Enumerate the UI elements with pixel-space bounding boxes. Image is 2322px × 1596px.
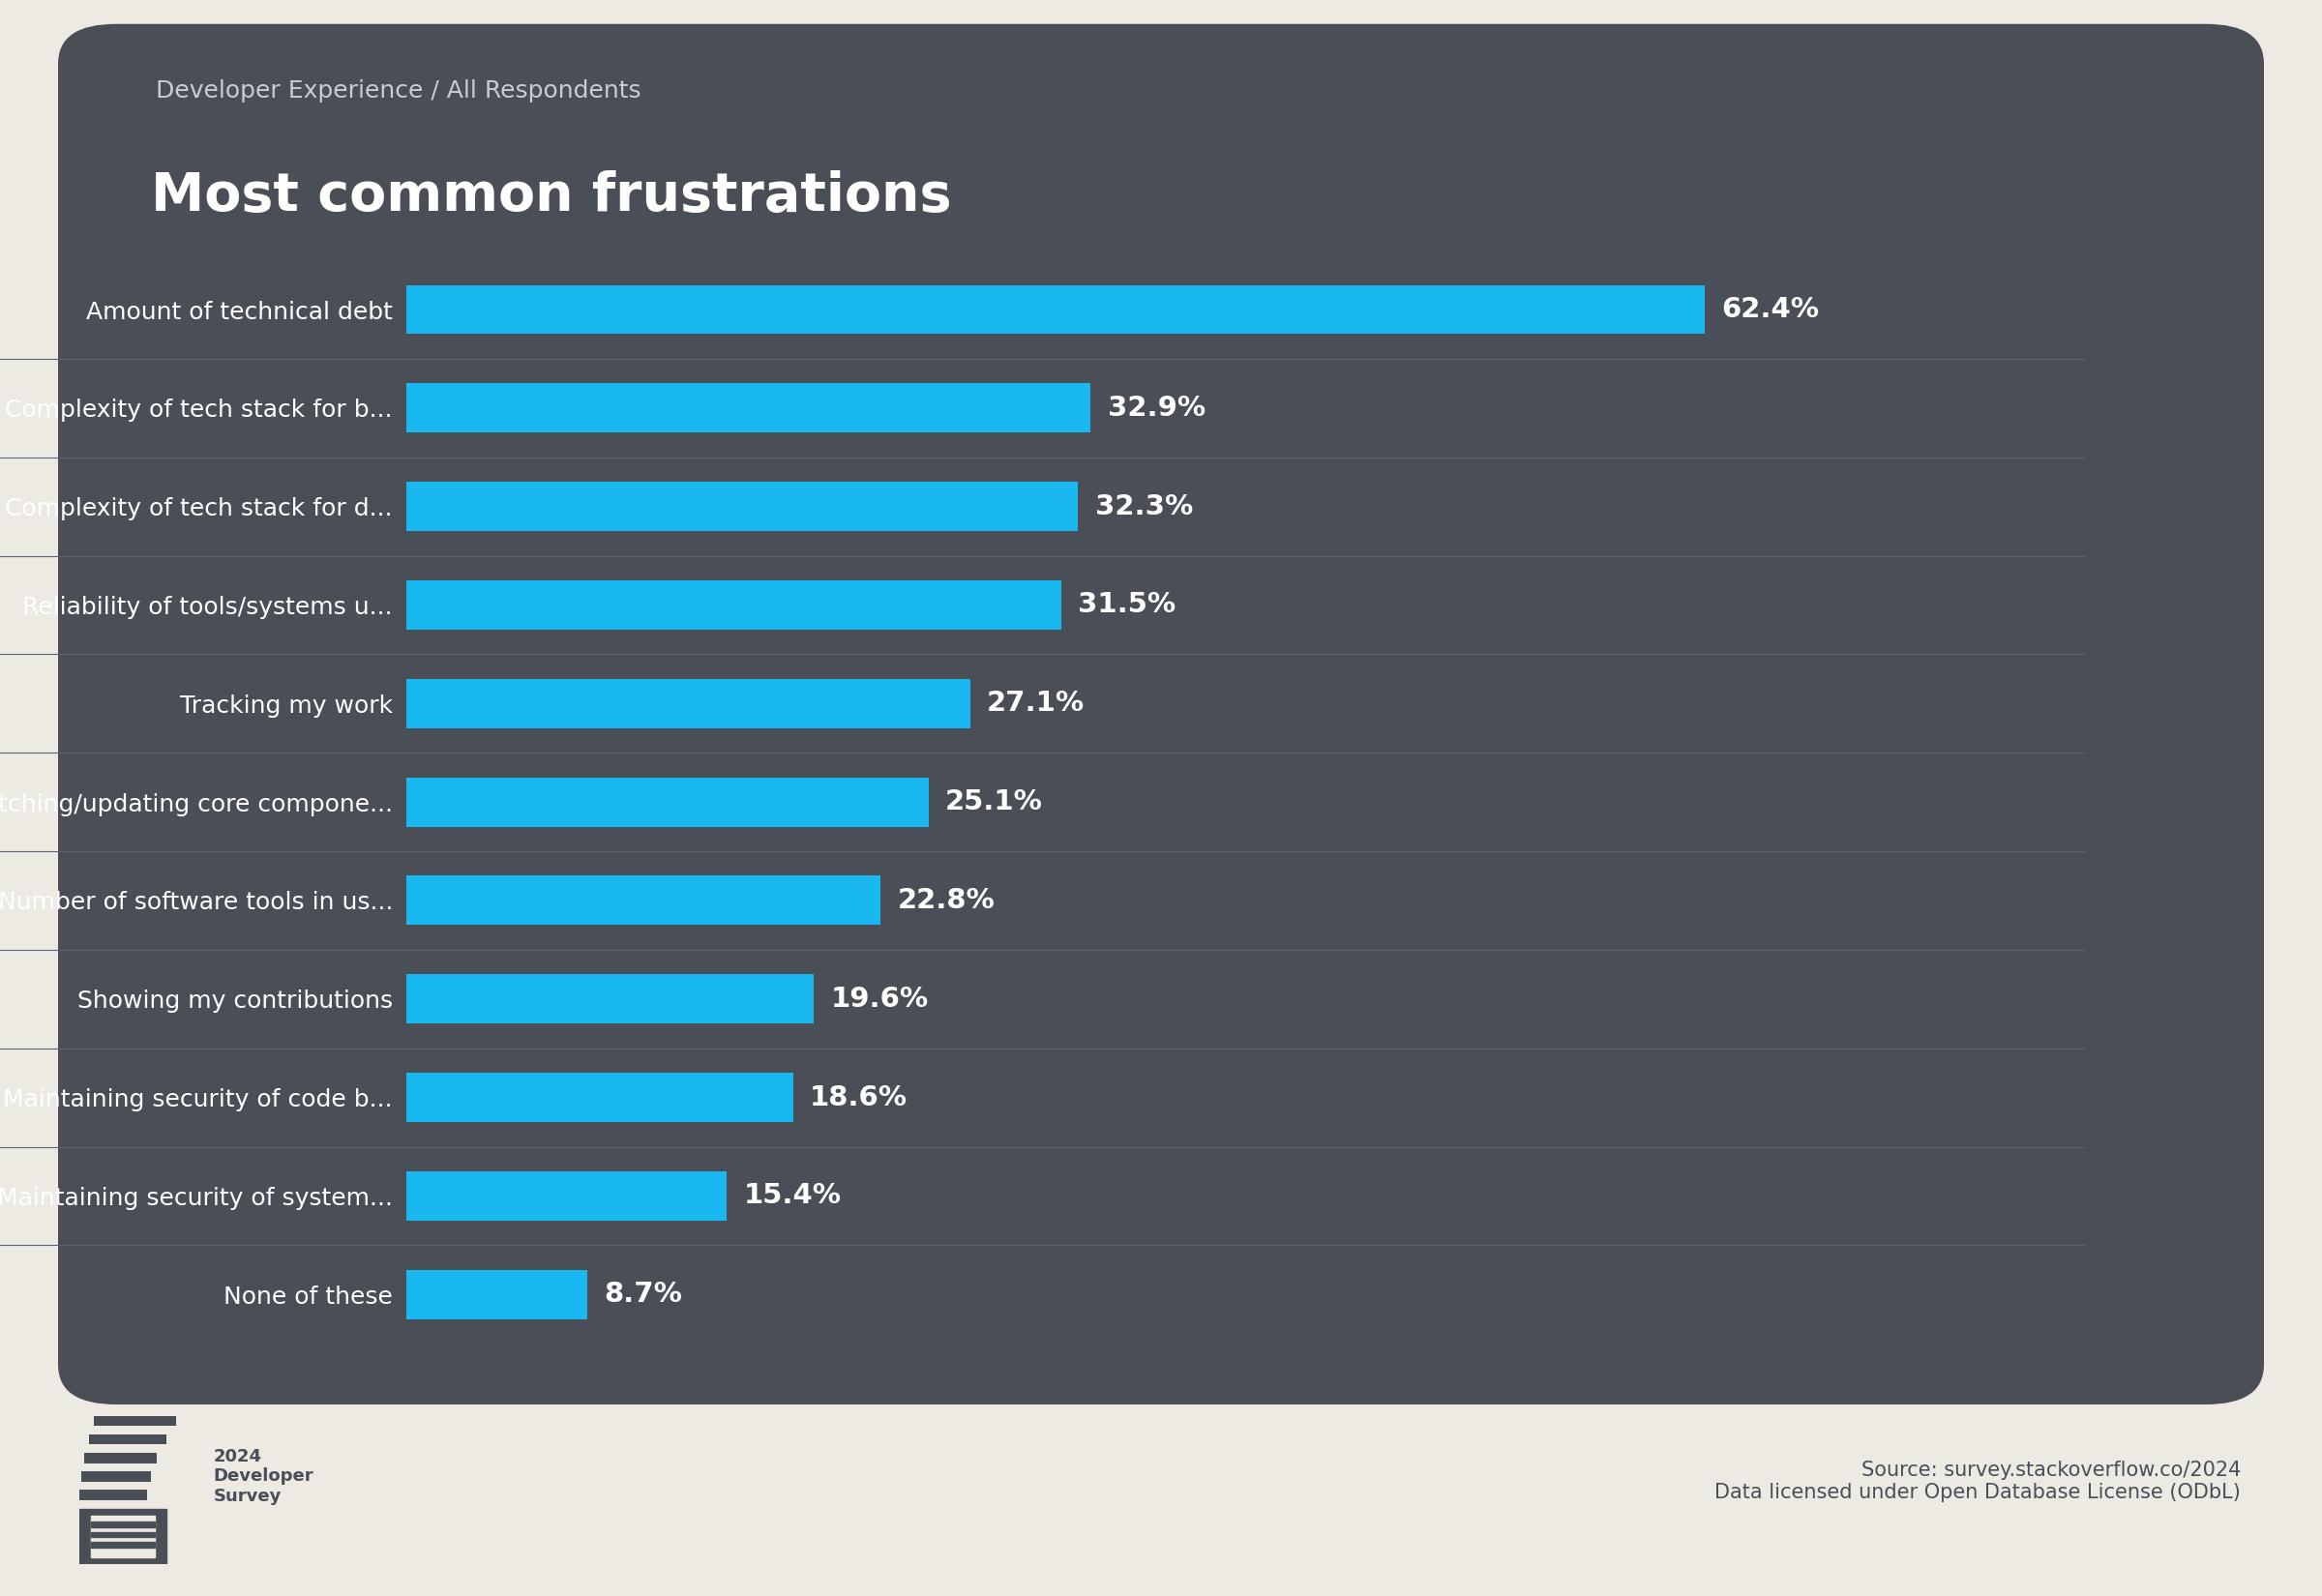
- Text: Source: survey.stackoverflow.co/2024
Data licensed under Open Database License (: Source: survey.stackoverflow.co/2024 Dat…: [1714, 1460, 2241, 1502]
- Bar: [406, 383, 1091, 433]
- Bar: [91, 1516, 156, 1558]
- Text: 19.6%: 19.6%: [831, 985, 929, 1012]
- Bar: [406, 1270, 587, 1318]
- Text: 8.7%: 8.7%: [604, 1282, 683, 1309]
- Bar: [88, 1435, 167, 1444]
- Bar: [406, 974, 815, 1023]
- Text: 31.5%: 31.5%: [1077, 592, 1175, 619]
- Bar: [81, 1472, 151, 1481]
- Bar: [406, 286, 1704, 334]
- Bar: [406, 678, 971, 728]
- Bar: [406, 1171, 727, 1221]
- Text: 25.1%: 25.1%: [945, 788, 1043, 816]
- Bar: [406, 777, 929, 827]
- Text: 2024
Developer
Survey: 2024 Developer Survey: [214, 1448, 313, 1505]
- FancyBboxPatch shape: [58, 24, 2264, 1404]
- Text: 62.4%: 62.4%: [1721, 295, 1818, 322]
- Bar: [93, 1416, 176, 1425]
- Bar: [406, 482, 1077, 531]
- Bar: [84, 1452, 158, 1464]
- Bar: [406, 876, 880, 926]
- Bar: [406, 581, 1061, 630]
- Text: Most common frustrations: Most common frustrations: [151, 171, 952, 222]
- Text: 22.8%: 22.8%: [896, 887, 994, 915]
- Text: 15.4%: 15.4%: [743, 1183, 841, 1210]
- Bar: [91, 1532, 156, 1537]
- Text: Developer Experience / All Respondents: Developer Experience / All Respondents: [156, 80, 641, 102]
- Bar: [406, 1073, 794, 1122]
- Bar: [91, 1523, 156, 1527]
- Bar: [91, 1542, 156, 1547]
- Bar: [79, 1491, 146, 1500]
- Bar: [79, 1510, 167, 1564]
- Text: 18.6%: 18.6%: [810, 1084, 908, 1111]
- Text: 27.1%: 27.1%: [987, 689, 1084, 717]
- Text: 32.3%: 32.3%: [1096, 493, 1194, 520]
- Text: 32.9%: 32.9%: [1108, 394, 1205, 421]
